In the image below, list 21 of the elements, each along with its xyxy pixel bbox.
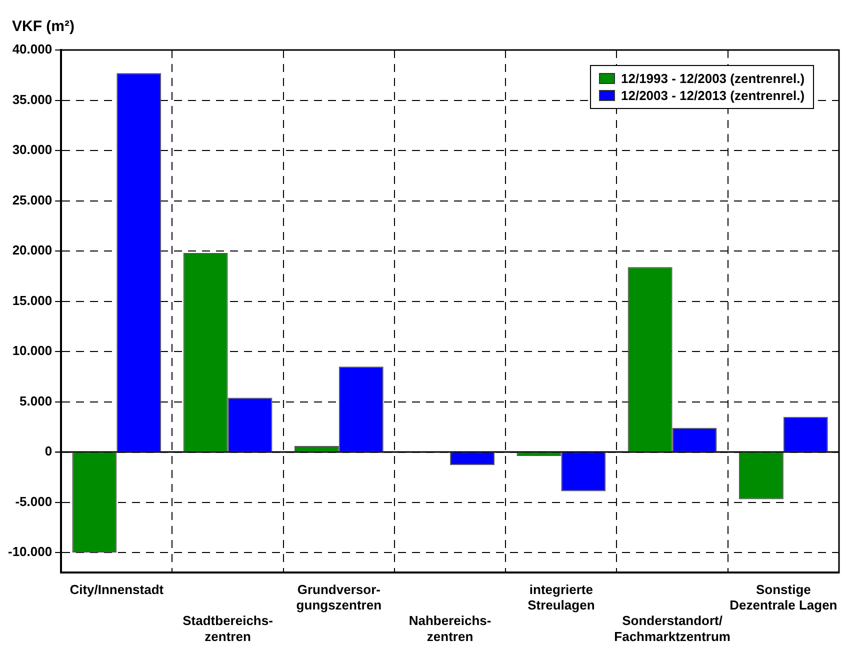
x-tick-label: integrierte Streulagen [528,582,595,613]
x-tick-label: Sonderstandort/ Fachmarktzentrum [614,613,730,644]
y-tick-label: 30.000 [12,142,52,158]
legend-label: 12/1993 - 12/2003 (zentrenrel.) [621,71,805,86]
y-tick-label: -5.000 [15,494,52,509]
y-tick-label: 10.000 [12,343,52,358]
legend-label: 12/2003 - 12/2013 (zentrenrel.) [621,88,805,103]
y-tick-label: 35.000 [12,92,52,107]
x-tick-label: Nahbereichs- zentren [408,613,492,644]
y-tick-label: 5.000 [20,393,52,408]
x-tick-label: Stadtbereichs- zentren [182,613,273,644]
y-tick-label: 25.000 [12,192,52,208]
y-tick-label: 20.000 [12,242,52,258]
y-tick-label: 15.000 [12,292,52,308]
x-tick-label: City/Innenstadt [70,582,164,597]
x-tick-label: Sonstige Dezentrale Lagen [730,582,838,613]
y-tick-label: -10.000 [8,544,52,560]
x-tick-label: Grundversor- gungszentren [296,582,382,613]
y-tick-label: 40.000 [12,42,52,57]
y-axis-title: VKF (m²) [12,18,74,35]
y-tick-label: 0 [44,444,52,459]
